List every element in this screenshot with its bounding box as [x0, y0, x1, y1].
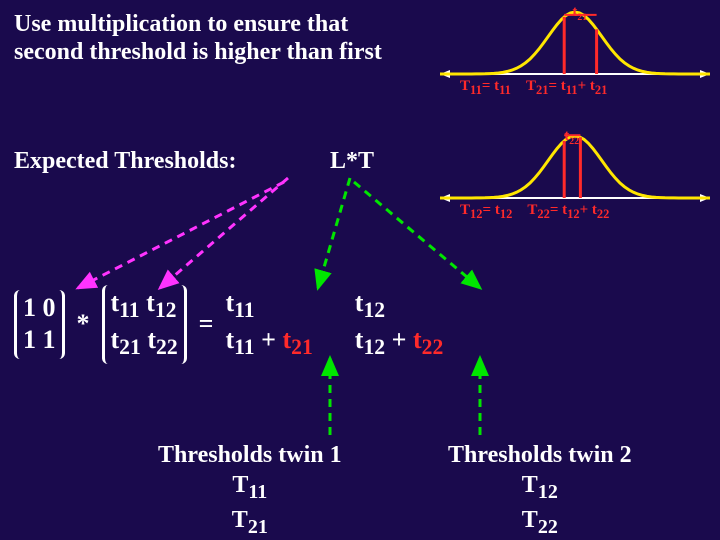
matrix-T: t11 t12t21 t22	[102, 285, 187, 364]
matrix-equation: 1 01 1 * t11 t12t21 t22 = t11t11 + t21 t…	[14, 285, 443, 364]
equals-op: =	[195, 309, 218, 339]
bell-top-label: t22	[564, 128, 579, 147]
thresholds-twin-2: Thresholds twin 2T12T22	[448, 440, 632, 540]
bell-axis-labels: T11= t11 T21= t11+ t21	[460, 78, 607, 98]
bell-axis-labels: T12= t12 T22= t12+ t22	[460, 202, 609, 222]
slide-title: Use multiplication to ensure that second…	[14, 10, 394, 67]
slide: Use multiplication to ensure that second…	[0, 0, 720, 540]
bell-curve-2	[440, 130, 710, 255]
expected-thresholds-label: Expected Thresholds:	[14, 148, 236, 175]
result-col-2: t12t12 + t22	[355, 287, 443, 362]
thresholds-twin-1: Thresholds twin 1T11T21	[158, 440, 342, 540]
matrix-L: 1 01 1	[14, 290, 65, 359]
bell-curve-1	[440, 6, 710, 131]
result-col-1: t11t11 + t21	[225, 287, 312, 362]
lt-label: L*T	[330, 148, 374, 175]
times-op: *	[73, 309, 94, 339]
bell-top-label: t21	[572, 4, 587, 23]
